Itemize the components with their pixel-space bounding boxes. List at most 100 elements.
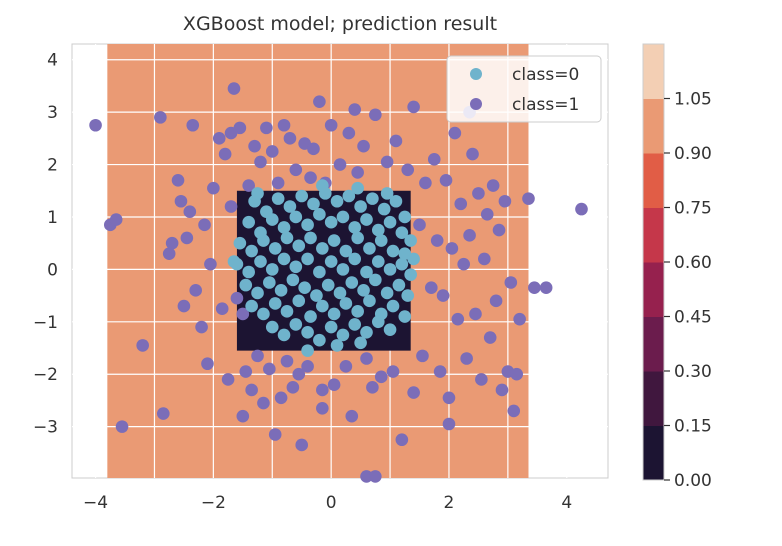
legend: class=0 class=1 (446, 55, 602, 123)
point-class-0 (348, 318, 362, 331)
point-class-1 (339, 360, 353, 373)
point-class-0 (330, 339, 344, 352)
point-class-1 (316, 383, 329, 397)
point-class-0 (336, 328, 350, 342)
colorbar-segment (643, 371, 664, 426)
series-class-0 (227, 179, 420, 357)
point-class-1 (313, 95, 326, 108)
point-class-1 (109, 213, 123, 226)
point-class-0 (304, 310, 317, 323)
point-class-0 (292, 294, 306, 308)
point-class-0 (348, 221, 362, 234)
x-axis-ticks: −4 −2 0 2 4 (83, 493, 572, 513)
point-class-0 (363, 294, 376, 308)
point-class-0 (265, 320, 279, 334)
x-tick-label: −2 (201, 493, 226, 513)
point-class-1 (395, 433, 409, 447)
point-class-0 (310, 289, 323, 302)
point-class-1 (442, 391, 456, 405)
point-class-1 (195, 320, 208, 334)
point-class-0 (398, 310, 412, 323)
point-class-0 (316, 299, 329, 313)
legend-label-class-1: class=1 (512, 95, 579, 115)
point-class-1 (483, 331, 497, 344)
colorbar-segment (643, 153, 664, 208)
point-class-0 (313, 333, 326, 347)
point-class-0 (316, 179, 329, 192)
point-class-0 (292, 239, 306, 253)
point-class-0 (313, 208, 326, 221)
x-tick-label: −4 (83, 493, 108, 513)
point-class-1 (236, 409, 250, 423)
point-class-1 (248, 139, 261, 153)
point-class-1 (204, 257, 217, 271)
point-class-1 (207, 181, 220, 195)
point-class-0 (380, 286, 394, 300)
point-class-1 (575, 202, 588, 216)
point-class-1 (236, 307, 250, 321)
point-class-1 (180, 231, 194, 245)
point-class-1 (357, 139, 370, 153)
point-class-0 (280, 231, 294, 245)
point-class-1 (369, 108, 382, 122)
colorbar-tick-label: 0.30 (674, 362, 712, 382)
point-class-0 (383, 323, 397, 336)
point-class-1 (254, 155, 267, 169)
point-class-1 (156, 407, 170, 420)
point-class-1 (227, 82, 241, 95)
x-tick-label: 2 (444, 493, 455, 513)
point-class-1 (251, 349, 264, 363)
point-class-0 (251, 187, 264, 200)
point-class-1 (478, 252, 491, 266)
point-class-0 (371, 315, 385, 329)
point-class-1 (307, 142, 320, 156)
point-class-1 (528, 281, 541, 295)
point-class-0 (383, 215, 397, 229)
point-class-1 (183, 205, 197, 219)
point-class-0 (354, 200, 367, 213)
point-class-0 (245, 244, 258, 258)
point-class-1 (436, 289, 450, 302)
point-class-0 (321, 278, 335, 292)
point-class-1 (401, 163, 415, 177)
point-class-1 (360, 470, 373, 483)
point-class-0 (395, 257, 409, 271)
point-class-0 (336, 210, 350, 224)
point-class-0 (398, 210, 412, 224)
point-class-0 (280, 305, 294, 318)
point-class-1 (475, 373, 488, 386)
point-class-1 (198, 218, 211, 232)
point-class-0 (395, 226, 409, 239)
point-class-1 (268, 428, 282, 441)
colorbar-tick-label: 0.90 (674, 144, 712, 164)
point-class-1 (369, 470, 382, 483)
point-class-0 (324, 320, 338, 334)
point-class-1 (439, 173, 453, 187)
colorbar-tick-label: 0.45 (674, 308, 712, 328)
y-tick-label: 2 (47, 156, 58, 176)
point-class-0 (301, 218, 314, 232)
point-class-0 (251, 286, 264, 300)
point-class-1 (136, 339, 149, 352)
point-class-0 (257, 234, 270, 247)
point-class-1 (492, 223, 506, 237)
point-class-1 (274, 391, 288, 405)
point-class-0 (342, 189, 356, 203)
point-class-1 (286, 381, 300, 394)
point-class-1 (289, 163, 303, 177)
x-tick-label: 0 (326, 493, 337, 513)
point-class-0 (404, 268, 417, 281)
y-axis-ticks: −3 −2 −1 0 1 2 3 4 (33, 51, 58, 438)
point-class-0 (263, 276, 276, 289)
point-class-0 (242, 215, 256, 229)
point-class-1 (333, 158, 347, 171)
point-class-1 (504, 276, 518, 289)
point-class-0 (366, 192, 379, 205)
colorbar: 0.00 0.15 0.30 0.45 0.60 0.75 0.90 1.05 (642, 43, 712, 491)
point-class-0 (289, 210, 303, 224)
point-class-1 (539, 281, 553, 295)
point-class-1 (165, 236, 179, 250)
legend-marker-class-0 (470, 68, 482, 80)
point-class-0 (327, 307, 341, 321)
